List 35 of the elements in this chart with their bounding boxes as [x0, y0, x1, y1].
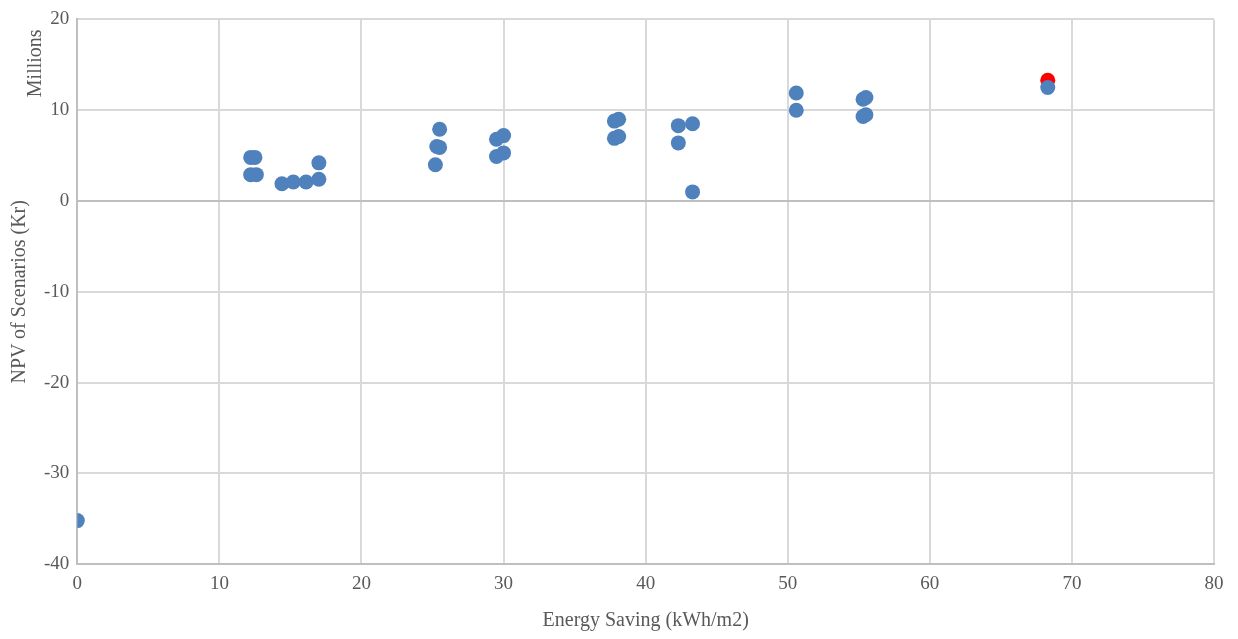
x-tick-label: 40: [636, 571, 656, 593]
point: [1040, 80, 1056, 95]
point: [285, 174, 301, 190]
point: [311, 171, 327, 187]
x-tick-label: 50: [778, 571, 798, 593]
x-axis-title: Energy Saving (kWh/m2): [542, 608, 749, 632]
point: [311, 155, 327, 171]
point: [670, 118, 686, 134]
x-tick-label: 20: [352, 571, 371, 593]
x-tick-label: 60: [920, 571, 940, 593]
point: [611, 129, 627, 145]
point: [670, 135, 686, 151]
point: [496, 128, 512, 144]
point: [685, 116, 701, 132]
point: [427, 157, 443, 173]
y-axis-title: NPV of Scenarios (Kr): [7, 200, 31, 384]
point: [788, 102, 804, 118]
y-tick-label: -10: [44, 279, 70, 301]
y-tick-label: 0: [59, 188, 70, 210]
point: [432, 121, 448, 137]
point: [496, 145, 512, 161]
y-tick-label: -40: [44, 552, 70, 574]
x-tick-label: 30: [494, 571, 514, 593]
x-tick-label: 80: [1204, 571, 1224, 593]
x-tick-label: 10: [209, 571, 229, 593]
point: [611, 111, 627, 127]
x-tick-label: 70: [1062, 571, 1082, 593]
y-tick-label: -30: [44, 461, 70, 483]
y-tick-label: 10: [50, 98, 70, 120]
y-tick-label: -20: [44, 370, 70, 392]
point: [298, 174, 314, 190]
point: [685, 184, 701, 200]
text: Millions: [23, 29, 46, 98]
point: [788, 85, 804, 101]
y-tick-label: 20: [50, 7, 70, 29]
